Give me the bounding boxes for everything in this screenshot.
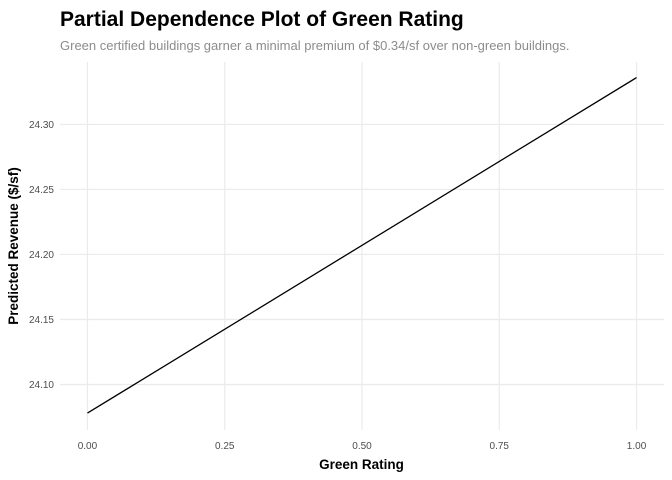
y-tick-label: 24.10: [29, 380, 54, 391]
x-tick-label: 0.50: [352, 441, 372, 452]
x-axis-title: Green Rating: [319, 457, 404, 472]
series-line: [87, 77, 637, 414]
x-tick-label: 0.25: [215, 441, 235, 452]
x-tick-label: 0.00: [78, 441, 98, 452]
y-tick-label: 24.15: [29, 315, 54, 326]
y-tick-label: 24.25: [29, 185, 54, 196]
y-tick-label: 24.30: [29, 120, 54, 131]
y-axis-title: Predicted Revenue ($/sf): [6, 167, 21, 325]
y-axis-ticks: 24.10 24.15 24.20 24.25 24.30: [29, 120, 54, 391]
y-tick-label: 24.20: [29, 250, 54, 261]
chart-subtitle: Green certified buildings garner a minim…: [60, 38, 569, 53]
grid: [60, 62, 664, 430]
x-tick-label: 0.75: [490, 441, 510, 452]
chart-title: Partial Dependence Plot of Green Rating: [60, 8, 464, 31]
x-axis-ticks: 0.00 0.25 0.50 0.75 1.00: [78, 441, 647, 452]
data-series: [87, 77, 637, 414]
x-tick-label: 1.00: [627, 441, 647, 452]
